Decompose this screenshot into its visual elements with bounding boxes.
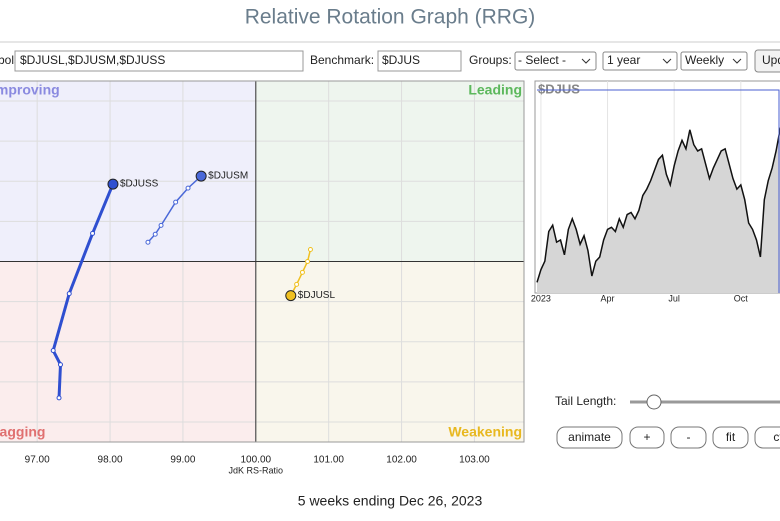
tail-point — [56, 395, 62, 401]
update-label: Update — [762, 53, 780, 67]
x-axis-label: JdK RS-Ratio — [229, 465, 284, 475]
groups-value: - Select - — [518, 53, 566, 67]
button-label: ctr — [773, 430, 780, 444]
tail-point — [158, 222, 164, 228]
tail-point — [66, 291, 72, 297]
x-tick-label: 97.00 — [25, 455, 50, 466]
button-label: - — [687, 430, 691, 444]
tail-point — [294, 281, 300, 287]
tail-point — [90, 230, 96, 236]
quadrant — [255, 261, 524, 442]
plot-frame — [0, 80, 525, 443]
button[interactable] — [629, 426, 665, 449]
tail-head — [195, 170, 207, 182]
quadrant — [255, 81, 524, 262]
quadrant-label: Leading — [468, 82, 522, 98]
tail-point — [152, 231, 158, 237]
button-label: + — [643, 430, 650, 444]
select-arrows — [581, 58, 742, 64]
symbols-value: $DJUSL,$DJUSM,$DJUSS — [20, 53, 165, 67]
x-tick-label: 100.00 — [241, 455, 272, 466]
symbols-input[interactable] — [14, 50, 304, 72]
tail-point — [145, 239, 151, 245]
tail-point — [305, 259, 311, 264]
series-label: $DJUSM — [208, 171, 248, 182]
footer: 5 weeks ending Dec 26, 2023 — [298, 493, 483, 509]
x-tick-label: Jul — [668, 293, 680, 303]
x-tick-label: 99.00 — [170, 455, 195, 466]
price-cursor — [537, 89, 780, 293]
page-title: Relative Rotation Graph (RRG) — [245, 6, 536, 29]
price-line — [536, 126, 780, 283]
update-button[interactable] — [754, 49, 780, 73]
tail-point — [185, 185, 191, 191]
price-title: $DJUS — [538, 81, 580, 96]
button[interactable] — [754, 426, 780, 449]
groups-label: Groups: — [469, 53, 512, 67]
series-label: $DJUSL — [298, 290, 336, 301]
tail-point — [57, 362, 63, 368]
quadrant-label: Lagging — [0, 424, 45, 440]
tail-point — [299, 269, 305, 275]
x-tick-label: Apr — [601, 293, 615, 303]
quadrant-label: Weakening — [448, 424, 522, 440]
x-tick-label: 103.00 — [459, 455, 490, 466]
tail-head — [285, 290, 297, 302]
quadrant — [0, 261, 256, 442]
groups-select[interactable] — [514, 51, 597, 71]
period-value: 1 year — [607, 53, 640, 67]
tail-point — [307, 246, 313, 252]
x-tick-label: 101.00 — [313, 455, 344, 466]
series-label: $DJUSS — [120, 179, 159, 190]
x-tick-label: Oct — [734, 293, 749, 303]
tail-head — [107, 178, 119, 190]
x-tick-label: 2023 — [531, 293, 551, 303]
button-label: animate — [568, 430, 611, 444]
tail-point — [50, 348, 56, 354]
period-select[interactable] — [602, 51, 678, 71]
tail-point — [173, 199, 179, 205]
x-tick-label: 98.00 — [98, 455, 123, 466]
frequency-select[interactable] — [680, 51, 748, 71]
slider-knob[interactable] — [646, 394, 662, 410]
frequency-value: Weekly — [685, 53, 724, 67]
quadrant-label: Improving — [0, 82, 60, 98]
tail — [51, 183, 115, 398]
button[interactable] — [712, 426, 749, 449]
quadrant — [0, 81, 256, 262]
benchmark-value: $DJUS — [382, 53, 420, 67]
button[interactable] — [670, 426, 707, 449]
tail-label: Tail Length: — [555, 394, 616, 408]
price-area — [537, 129, 780, 293]
button[interactable] — [556, 426, 623, 449]
benchmark-input[interactable] — [377, 50, 462, 72]
x-tick-label: 102.00 — [386, 455, 417, 466]
button-label: fit — [726, 430, 736, 444]
benchmark-label: Benchmark: — [310, 53, 374, 67]
